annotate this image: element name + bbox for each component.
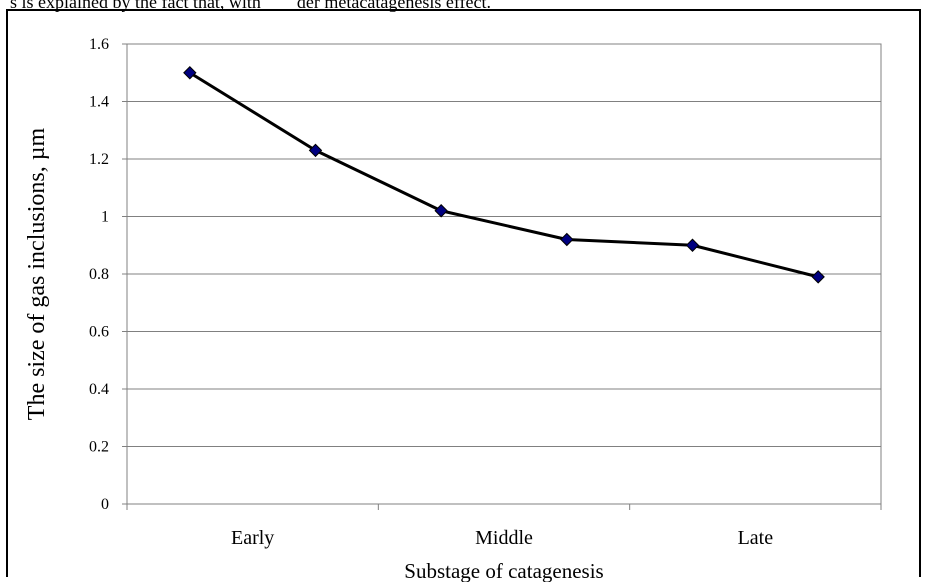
y-tick-label: 0.8 (89, 266, 109, 283)
data-point-marker (308, 143, 323, 158)
data-point-marker (685, 238, 700, 252)
y-tick-label: 0.2 (89, 439, 109, 456)
x-axis-title: Substage of catagenesis (404, 559, 603, 582)
y-tick-label: 1 (101, 209, 109, 226)
data-point-marker (811, 270, 825, 284)
y-tick-label: 0 (101, 496, 109, 513)
x-axis-ticks: Early Middle Late (126, 504, 882, 549)
chart-frame (6, 9, 921, 577)
y-tick-label: 1.2 (89, 151, 109, 168)
data-point-marker (434, 204, 448, 218)
data-point-marker (560, 232, 574, 247)
y-tick-label: 0.6 (89, 324, 109, 341)
y-axis-title: The size of gas inclusions, µm (24, 127, 50, 420)
series-line (189, 71, 819, 279)
y-axis-ticks: 0 0.2 0.4 0.6 0.8 1 1.2 1.4 1.6 (89, 36, 127, 513)
y-tick-label: 0.4 (89, 381, 109, 398)
data-point-marker (183, 66, 197, 80)
x-category-label: Early (231, 527, 274, 549)
x-category-label: Middle (475, 527, 533, 549)
gridlines (127, 101, 881, 447)
y-tick-label: 1.4 (89, 94, 109, 111)
data-markers (183, 66, 825, 284)
y-tick-label: 1.6 (89, 36, 109, 53)
x-category-label: Late (738, 527, 774, 549)
